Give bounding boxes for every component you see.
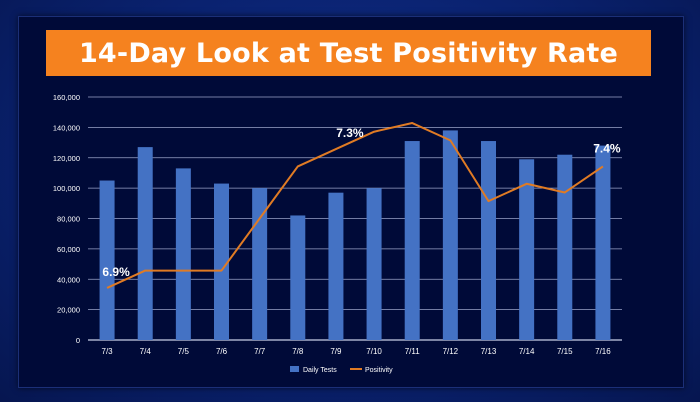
- x-tick-label: 7/14: [519, 347, 535, 356]
- chart-title: 14-Day Look at Test Positivity Rate: [78, 37, 619, 69]
- bar: [290, 215, 306, 340]
- positivity-line: [106, 122, 604, 289]
- x-tick-label: 7/12: [443, 347, 459, 356]
- x-tick-label: 7/10: [366, 347, 382, 356]
- bar: [481, 141, 496, 340]
- legend-label-positivity: Positivity: [365, 367, 393, 374]
- y-tick-label: 120,000: [53, 154, 80, 163]
- bar: [366, 188, 382, 340]
- x-tick-label: 7/15: [557, 347, 573, 356]
- bar: [442, 130, 458, 340]
- x-tick-label: 7/9: [330, 347, 342, 356]
- x-tick-label: 7/8: [292, 347, 304, 356]
- y-tick-label: 20,000: [57, 306, 80, 315]
- bar: [137, 147, 153, 340]
- bar: [519, 159, 535, 340]
- y-tick-label: 100,000: [53, 184, 80, 193]
- bar: [328, 192, 344, 340]
- y-tick-label: 140,000: [53, 123, 80, 132]
- x-tick-label: 7/3: [102, 347, 114, 356]
- legend-swatch-daily-tests: [290, 366, 299, 372]
- x-tick-label: 7/6: [216, 347, 228, 356]
- y-tick-label: 80,000: [57, 215, 80, 224]
- data-annotation: 7.4%: [593, 141, 621, 155]
- data-annotation: 7.3%: [336, 126, 364, 140]
- x-tick-label: 7/13: [481, 347, 497, 356]
- bar: [175, 168, 191, 340]
- bar: [404, 141, 420, 340]
- slide-panel: [18, 16, 684, 388]
- bar: [99, 180, 115, 340]
- x-tick-label: 7/11: [405, 347, 421, 356]
- legend-label-daily-tests: Daily Tests: [303, 367, 337, 374]
- title-banner: 14-Day Look at Test Positivity Rate: [46, 30, 651, 76]
- bar: [214, 183, 229, 340]
- x-tick-label: 7/5: [178, 347, 190, 356]
- x-tick-label: 7/7: [254, 347, 266, 356]
- y-tick-label: 60,000: [57, 245, 80, 254]
- y-tick-label: 0: [76, 336, 80, 345]
- x-tick-label: 7/4: [140, 347, 152, 356]
- y-tick-label: 40,000: [57, 275, 80, 284]
- bar: [557, 154, 573, 340]
- data-annotation: 6.9%: [102, 265, 130, 279]
- bar: [595, 145, 611, 340]
- x-tick-label: 7/16: [595, 347, 611, 356]
- bar: [252, 188, 268, 340]
- y-tick-label: 160,000: [53, 93, 80, 102]
